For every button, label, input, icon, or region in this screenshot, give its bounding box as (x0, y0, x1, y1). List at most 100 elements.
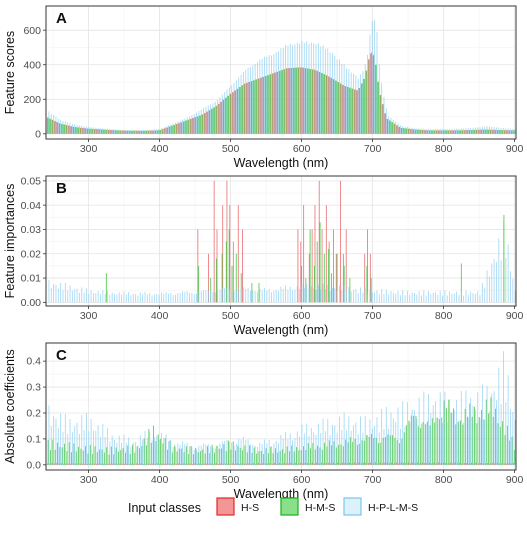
bar-hplms (130, 446, 132, 465)
bar-hplms (360, 416, 361, 465)
bar-hs (318, 71, 320, 134)
bar-hs (192, 463, 194, 465)
bar-hms (310, 68, 311, 134)
bar-hs (442, 130, 444, 134)
bar-hplms (88, 431, 90, 465)
bar-hs (356, 463, 358, 465)
bar-hs (142, 463, 144, 465)
bar-hplms (334, 55, 336, 134)
bar-hms (356, 90, 358, 134)
bar-hplms (146, 130, 148, 134)
bar-hs (452, 463, 454, 465)
bar-hs (206, 111, 208, 134)
bar-hs (264, 463, 266, 465)
bar-hs (290, 462, 292, 465)
bar-hs (344, 86, 346, 134)
bar-hms (467, 130, 468, 134)
bar-hs (410, 463, 411, 465)
y-tick-label: 0 (35, 128, 41, 140)
bar-hplms (182, 441, 183, 465)
bar-hplms (167, 125, 169, 134)
bar-hms (420, 129, 422, 134)
bar-hms (504, 130, 506, 134)
bar-hplms (97, 425, 99, 465)
bar-hplms (364, 64, 366, 134)
bar-hs (267, 75, 268, 134)
bar-hs (510, 463, 512, 465)
bar-hms (47, 439, 49, 465)
bar-hms (162, 443, 164, 465)
bar-hplms (493, 127, 495, 134)
bar-hs (297, 463, 299, 465)
bar-hms (232, 92, 234, 134)
bar-hms (300, 450, 302, 465)
bar-hms (106, 129, 108, 134)
bar-hplms (60, 413, 62, 465)
bar-hplms (259, 288, 261, 303)
bar-hms (448, 130, 450, 134)
bar-hplms (153, 294, 155, 303)
bar-hs (216, 229, 218, 303)
bar-hms (293, 67, 295, 134)
bar-hms (410, 415, 412, 465)
bar-hplms (175, 122, 176, 134)
bar-hs (86, 463, 88, 465)
x-tick-label: 800 (435, 474, 453, 486)
bar-hms (66, 451, 68, 465)
bar-hs (182, 463, 184, 465)
bar-hplms (170, 292, 172, 303)
bar-hplms (257, 291, 258, 303)
bar-hms (387, 118, 389, 134)
bar-hplms (362, 292, 364, 303)
bar-hms (382, 104, 384, 134)
bar-hms (478, 129, 480, 134)
bar-hms (431, 418, 433, 465)
bar-hplms (221, 94, 223, 134)
bar-hs (142, 130, 144, 134)
bar-hplms (444, 391, 446, 465)
bar-hs (325, 463, 327, 465)
bar-hs (58, 463, 60, 465)
bar-hms (120, 130, 122, 134)
bar-hplms (479, 127, 481, 134)
bar-hs (477, 129, 479, 134)
bar-hms (506, 130, 508, 134)
x-tick-label: 300 (80, 474, 98, 486)
bar-hms (413, 129, 415, 134)
bar-hms (438, 419, 440, 465)
bar-hms (286, 446, 288, 465)
bar-hms (75, 451, 77, 465)
bar-hplms (343, 412, 345, 465)
bar-hplms (144, 431, 146, 465)
bar-hms (474, 129, 475, 134)
bar-hplms (128, 129, 130, 134)
bar-hplms (158, 294, 160, 303)
bar-hplms (451, 293, 453, 303)
bar-hplms (404, 126, 406, 134)
bar-hplms (182, 291, 183, 303)
bar-hms (417, 426, 419, 465)
bar-hms (279, 70, 281, 134)
bar-hms (103, 129, 105, 134)
bar-hplms (210, 104, 212, 134)
bar-hms (242, 450, 244, 465)
bar-hplms (364, 287, 366, 303)
bar-hplms (81, 287, 83, 303)
bar-hplms (442, 129, 443, 134)
bar-hplms (116, 442, 118, 465)
bar-hms (485, 129, 487, 134)
bar-hplms (144, 130, 146, 134)
bar-hs (128, 130, 130, 134)
bar-hplms (463, 128, 465, 134)
bar-hs (508, 463, 510, 465)
legend-swatch (216, 497, 235, 516)
bar-hs (351, 463, 353, 465)
bar-hplms (362, 71, 364, 134)
bar-hs (231, 463, 233, 465)
bar-hplms (456, 128, 458, 134)
bar-hplms (421, 128, 422, 134)
bar-hs (117, 463, 119, 465)
bar-hplms (83, 430, 85, 465)
bar-hs (114, 130, 116, 134)
bar-hplms (280, 434, 282, 465)
